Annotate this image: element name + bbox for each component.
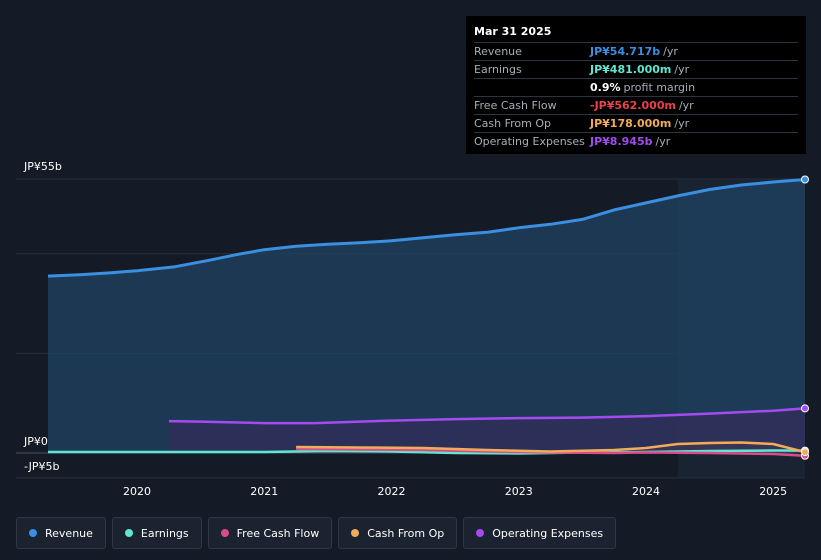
tooltip-row-label: Free Cash Flow — [474, 99, 557, 112]
legend-label: Free Cash Flow — [236, 526, 320, 540]
x-tick-label: 2023 — [505, 485, 533, 498]
data-tooltip: Mar 31 2025 Revenue JP¥54.717b/yr Earnings… — [466, 16, 806, 154]
operating-expenses-line — [168, 407, 806, 425]
legend-dot-icon — [351, 529, 360, 537]
x-tick-label: 2024 — [632, 485, 660, 498]
tooltip-row-value: JP¥54.717b — [590, 45, 661, 58]
legend-dot-icon — [476, 529, 485, 537]
y-axis-top-label: JP¥55b — [24, 160, 62, 173]
x-tick-label: 2020 — [123, 485, 151, 498]
tooltip-row-value: JP¥481.000m — [590, 63, 672, 76]
chart-legend: Revenue Earnings Free Cash Flow Cash From O… — [16, 517, 617, 549]
legend-item[interactable]: Earnings — [111, 517, 202, 549]
tooltip-row-unit: /yr — [655, 135, 671, 148]
tooltip-row: Free Cash Flow -JP¥562.000m/yr — [474, 96, 798, 114]
tooltip-row-unit: /yr — [663, 45, 678, 58]
legend-dot-icon — [220, 529, 229, 537]
x-axis-ticks: 2020 2021 2022 2023 2024 2025 — [123, 485, 787, 498]
y-axis-zero-label: JP¥0 — [24, 435, 48, 448]
tooltip-date: Mar 31 2025 — [474, 25, 552, 38]
tooltip-row-value: JP¥178.000m — [590, 117, 672, 130]
tooltip-row-label: Cash From Op — [474, 117, 552, 130]
tooltip-row-value: 0.9% — [590, 81, 621, 94]
operating-expenses-area — [168, 408, 805, 453]
tooltip-row-value: JP¥8.945b — [590, 135, 653, 148]
legend-label: Operating Expenses — [492, 526, 604, 540]
legend-item[interactable]: Free Cash Flow — [207, 517, 333, 549]
legend-item[interactable]: Operating Expenses — [463, 517, 617, 549]
tooltip-row-value: -JP¥562.000m — [590, 99, 676, 112]
tooltip-row-unit: /yr — [674, 63, 690, 76]
y-axis-bottom-label: -JP¥5b — [24, 460, 60, 473]
cash-from-op-line — [296, 441, 806, 454]
x-tick-label: 2025 — [759, 485, 787, 498]
legend-dot-icon — [124, 529, 133, 537]
legend-item[interactable]: Revenue — [16, 517, 106, 549]
tooltip-row: Earnings JP¥481.000m/yr — [474, 60, 798, 78]
legend-label: Revenue — [45, 526, 93, 540]
tooltip-row: Revenue JP¥54.717b/yr — [474, 42, 798, 60]
series-lines — [47, 178, 806, 458]
earnings-line — [48, 449, 806, 455]
revenue-line — [47, 178, 806, 278]
tooltip-row-unit: profit margin — [623, 81, 696, 94]
series-areas — [48, 179, 805, 453]
revenue-area — [48, 179, 805, 453]
tooltip-row: 0.9% profit margin — [474, 78, 798, 96]
tooltip-row-label: Revenue — [474, 45, 522, 58]
revenue-endpoint — [801, 175, 809, 184]
tooltip-row-unit: /yr — [678, 99, 694, 112]
free-cash-flow-line — [296, 447, 806, 458]
tooltip-row: Cash From Op JP¥178.000m/yr — [474, 114, 798, 132]
x-tick-label: 2021 — [250, 485, 278, 498]
tooltip-row-unit: /yr — [674, 117, 690, 130]
legend-label: Earnings — [140, 526, 189, 540]
legend-label: Cash From Op — [367, 526, 445, 540]
tooltip-row-label — [474, 79, 590, 96]
legend-dot-icon — [29, 529, 37, 537]
legend-item[interactable]: Cash From Op — [338, 517, 458, 549]
series-endpoints — [801, 175, 809, 460]
operating-expenses-endpoint — [801, 404, 809, 413]
tooltip-row: Operating Expenses JP¥8.945b/yr — [474, 132, 798, 150]
tooltip-row-label: Earnings — [474, 63, 522, 76]
x-tick-label: 2022 — [378, 485, 406, 498]
tooltip-row-label: Operating Expenses — [474, 135, 585, 148]
cash-from-op-endpoint — [801, 448, 809, 457]
